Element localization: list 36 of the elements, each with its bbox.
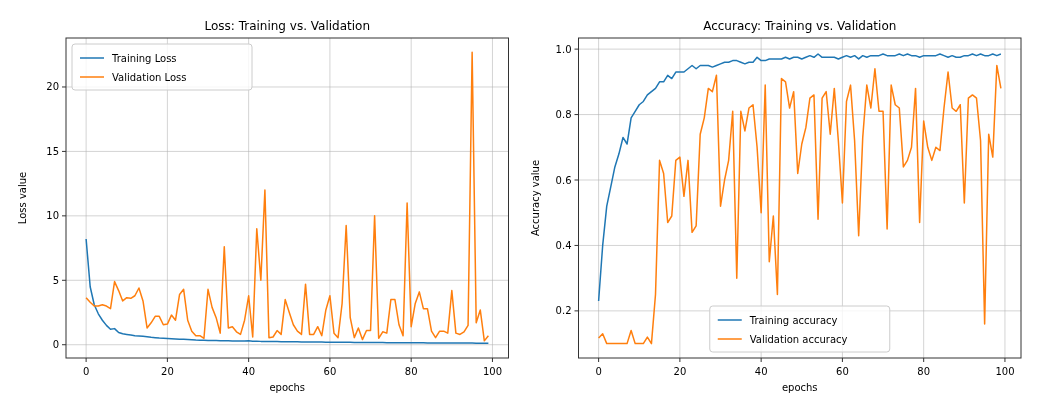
line-series: [85, 238, 490, 344]
x-tick-label: 60: [836, 366, 849, 377]
x-tick-label: 100: [482, 366, 502, 377]
chart-title: Accuracy: Training vs. Validation: [703, 19, 897, 33]
chart-title: Loss: Training vs. Validation: [204, 19, 371, 33]
x-tick-label: 20: [161, 366, 174, 377]
x-tick-label: 40: [242, 366, 256, 377]
line-series: [597, 53, 1002, 302]
y-tick-label: 15: [46, 145, 59, 157]
x-axis-title: epochs: [781, 382, 818, 393]
legend-label: Training accuracy: [748, 314, 838, 326]
x-axis-title: epochs: [269, 382, 306, 393]
y-tick-label: 0.4: [555, 239, 572, 251]
y-axis-title: Accuracy value: [529, 159, 541, 237]
legend-label: Validation accuracy: [749, 333, 848, 345]
line-series: [85, 51, 490, 342]
x-tick-label: 100: [995, 366, 1015, 377]
y-tick-label: 0: [52, 339, 59, 351]
y-tick-label: 0.6: [555, 174, 572, 186]
x-tick-label: 0: [595, 366, 602, 377]
legend-label: Training Loss: [111, 52, 177, 64]
y-tick-label: 20: [46, 81, 59, 93]
x-tick-label: 40: [754, 366, 768, 377]
x-tick-label: 80: [404, 366, 418, 377]
legend-label: Validation Loss: [112, 71, 187, 83]
y-tick-label: 0.2: [555, 305, 572, 317]
y-tick-label: 10: [46, 210, 59, 222]
y-axis-title: Loss value: [17, 171, 28, 225]
y-tick-label: 5: [52, 274, 59, 286]
x-tick-label: 20: [673, 366, 687, 377]
y-tick-label: 0.8: [555, 109, 572, 121]
x-tick-label: 60: [323, 366, 337, 377]
x-tick-label: 80: [917, 366, 931, 377]
line-series: [597, 64, 1002, 345]
y-tick-label: 1.0: [555, 43, 572, 55]
x-tick-label: 0: [82, 366, 90, 377]
